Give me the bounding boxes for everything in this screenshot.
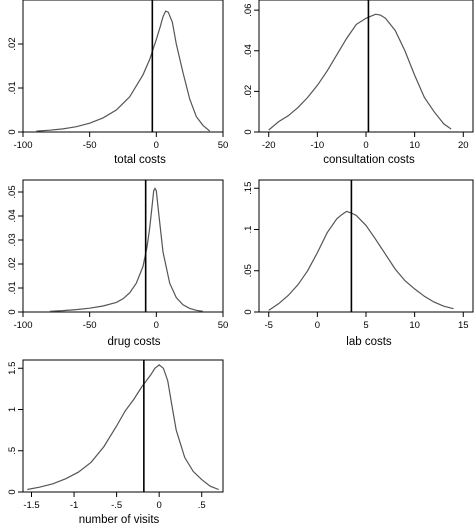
x-tick-label: -50 bbox=[83, 320, 97, 331]
panel-number-of-visits: number of visits -1.5 -1 -.5 0 .5 0 .5 1 1.5 bbox=[7, 359, 224, 526]
y-tick-label: .15 bbox=[243, 182, 254, 195]
y-tick-label: 0 bbox=[7, 129, 18, 134]
y-tick-label: .02 bbox=[7, 37, 18, 50]
x-tick-label: -1 bbox=[70, 500, 78, 511]
x-tick-label: 5 bbox=[363, 320, 368, 331]
x-tick-label: 10 bbox=[409, 320, 420, 331]
y-tick-label: 0 bbox=[243, 129, 254, 134]
panel-drug-costs: drug costs -100 -50 0 50 0 .01 .02 .03 .04 .05 bbox=[7, 179, 229, 348]
panel-consultation-costs: consultation costs -20 -10 0 10 20 0 .02 .04 .06 bbox=[243, 0, 474, 166]
y-tick-label: 0 bbox=[7, 489, 18, 494]
y-tick-label: 1 bbox=[7, 407, 18, 412]
x-tick-label: 0 bbox=[363, 140, 368, 151]
density-line bbox=[36, 10, 211, 132]
y-tick-label: .04 bbox=[7, 209, 18, 222]
x-tick-label: 50 bbox=[218, 320, 229, 331]
x-tick-label: -100 bbox=[13, 320, 32, 331]
density-line bbox=[49, 187, 204, 312]
x-tick-label: -.5 bbox=[111, 500, 122, 511]
y-tick-label: .05 bbox=[7, 185, 18, 198]
x-tick-label: 50 bbox=[218, 140, 229, 151]
x-tick-label: 0 bbox=[157, 500, 162, 511]
y-tick-label: 0 bbox=[7, 309, 18, 314]
x-tick-label: -20 bbox=[262, 140, 276, 151]
plot-frame bbox=[22, 179, 224, 313]
y-tick-label: .02 bbox=[243, 85, 254, 98]
x-axis-label: total costs bbox=[114, 154, 166, 166]
x-tick-label: 20 bbox=[458, 140, 469, 151]
y-tick-label: .5 bbox=[7, 447, 18, 455]
x-tick-label: -5 bbox=[265, 320, 273, 331]
x-axis-label: consultation costs bbox=[323, 154, 415, 166]
y-tick-label: .02 bbox=[7, 257, 18, 270]
x-axis-label: lab costs bbox=[346, 336, 392, 348]
x-tick-label: 0 bbox=[154, 140, 159, 151]
x-axis-label: number of visits bbox=[79, 514, 160, 526]
y-tick-label: 1.5 bbox=[7, 362, 18, 375]
x-tick-label: 15 bbox=[458, 320, 469, 331]
x-tick-label: 0 bbox=[315, 320, 320, 331]
panel-total-costs: total costs -100 -50 0 50 0 .01 .02 bbox=[7, 0, 228, 166]
y-tick-label: .1 bbox=[243, 226, 254, 234]
x-tick-label: 0 bbox=[154, 320, 159, 331]
x-tick-label: -100 bbox=[13, 140, 32, 151]
x-tick-label: .5 bbox=[198, 500, 206, 511]
density-line bbox=[27, 364, 219, 491]
x-tick-label: -10 bbox=[310, 140, 324, 151]
x-tick-label: -50 bbox=[83, 140, 97, 151]
plot-frame bbox=[258, 0, 474, 133]
panel-lab-costs: lab costs -5 0 5 10 15 0 .05 .1 .15 bbox=[243, 179, 474, 348]
y-tick-label: .05 bbox=[243, 264, 254, 277]
x-axis-label: drug costs bbox=[107, 336, 160, 348]
plot-frame bbox=[22, 359, 224, 493]
y-tick-label: .01 bbox=[7, 281, 18, 294]
y-tick-label: .06 bbox=[243, 4, 254, 17]
y-tick-label: .01 bbox=[7, 81, 18, 94]
y-tick-label: .04 bbox=[243, 44, 254, 57]
x-tick-label: -1.5 bbox=[23, 500, 39, 511]
x-tick-label: 10 bbox=[409, 140, 420, 151]
y-tick-label: .03 bbox=[7, 233, 18, 246]
y-tick-label: 0 bbox=[243, 309, 254, 314]
plot-frame bbox=[22, 0, 224, 133]
density-line bbox=[268, 13, 452, 131]
density-line bbox=[268, 210, 454, 311]
